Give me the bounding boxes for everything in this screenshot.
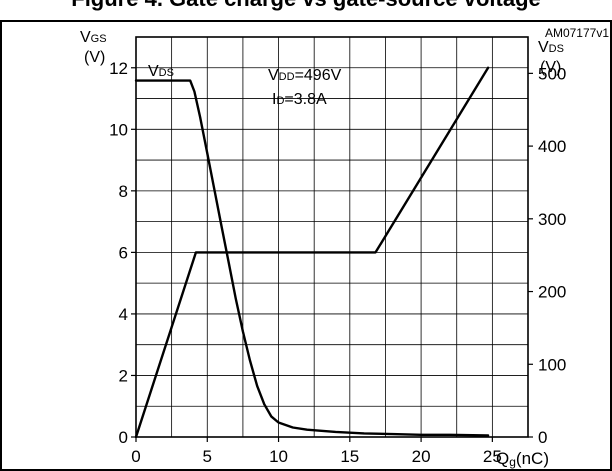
x-tick-label: 25 (483, 447, 502, 466)
figure-frame (0, 20, 612, 471)
right-y-tick-label: 100 (538, 355, 566, 374)
grid-lines (136, 37, 528, 437)
vds-series-line (134, 79, 490, 437)
figure-code: AM07177v1 (545, 26, 609, 40)
x-tick-label: 20 (412, 447, 431, 466)
x-tick-label: 5 (203, 447, 212, 466)
x-tick-label: 10 (269, 447, 288, 466)
left-axis-unit: (V) (84, 49, 105, 66)
id-annotation: ID=3.8A (272, 91, 327, 108)
right-y-tick-label: 200 (538, 283, 566, 302)
left-y-tick-label: 10 (109, 120, 128, 139)
right-y-tick-label: 500 (538, 64, 566, 83)
figure-banner: Figure 4. Gate charge vs gate-source vol… (0, 0, 612, 22)
left-y-tick-label: 0 (119, 428, 128, 447)
left-y-tick-label: 8 (119, 182, 128, 201)
tick-marks (131, 67, 533, 442)
axis-labels: AM07177v1 VGS (V) VDS (V) VDS VDD=496V I… (80, 26, 609, 469)
right-y-tick-label: 300 (538, 210, 566, 229)
left-y-tick-label: 6 (119, 243, 128, 262)
right-axis-title: VDS (538, 39, 564, 56)
x-tick-label: 0 (131, 447, 140, 466)
right-y-tick-label: 400 (538, 137, 566, 156)
right-y-tick-label: 0 (538, 428, 547, 447)
figure-banner-text: Figure 4. Gate charge vs gate-source vol… (71, 0, 541, 12)
right-axis-unit: (V) (540, 59, 561, 76)
left-y-tick-label: 4 (119, 305, 128, 324)
vds-curve-label: VDS (148, 63, 174, 80)
left-y-tick-label: 2 (119, 366, 128, 385)
x-tick-label: 15 (340, 447, 359, 466)
left-axis-title: VGS (80, 29, 107, 46)
vdd-annotation: VDD=496V (268, 67, 342, 84)
plot-area-border (135, 36, 529, 438)
vgs-series-line (134, 66, 490, 439)
x-axis-title: Qg(nC) (496, 449, 549, 469)
series-layer (134, 66, 490, 439)
left-y-tick-label: 12 (109, 59, 128, 78)
